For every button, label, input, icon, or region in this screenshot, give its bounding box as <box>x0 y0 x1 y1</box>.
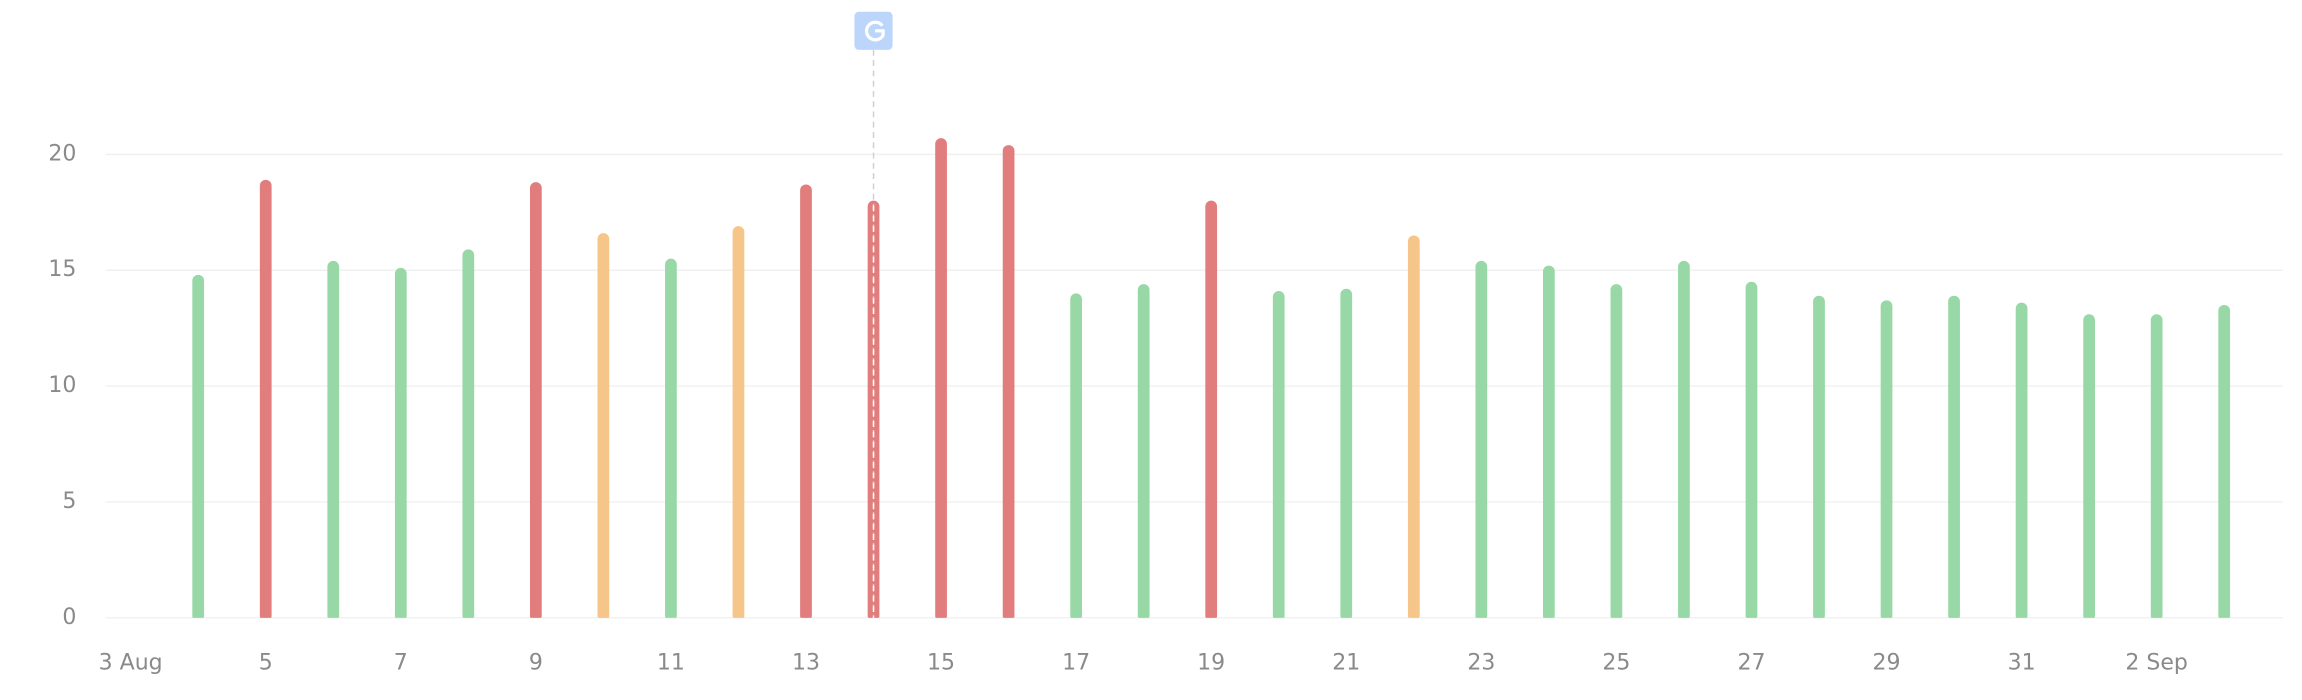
x-tick-label: 19 <box>1197 650 1225 675</box>
x-tick-label: 29 <box>1873 650 1901 675</box>
bar <box>1880 300 1893 618</box>
bar <box>935 138 947 618</box>
labels: 0 5 10 15 20 3 Aug 5 7 9 11 13 15 17 19 21 23 25 27 29 31 2 … <box>48 141 2188 675</box>
y-tick-label: 5 <box>62 489 76 514</box>
bar <box>1272 291 1285 618</box>
bar <box>1813 295 1825 618</box>
bar <box>2015 302 2028 618</box>
bar <box>327 260 340 618</box>
y-tick-label: 15 <box>48 257 76 282</box>
google-glyph <box>864 20 885 42</box>
x-tick-label: 23 <box>1467 650 1495 675</box>
x-tick-label: 5 <box>259 650 273 675</box>
bar <box>529 182 542 618</box>
bar <box>867 200 880 618</box>
bar <box>1205 200 1218 618</box>
bar <box>1137 284 1150 618</box>
y-tick-label: 10 <box>48 373 76 398</box>
bar <box>2150 314 2163 618</box>
bar <box>1745 281 1758 618</box>
bar <box>259 179 272 618</box>
bar <box>732 226 745 618</box>
bar <box>597 233 610 618</box>
bar <box>462 249 475 618</box>
bar <box>2218 304 2231 618</box>
bar <box>1542 265 1555 618</box>
x-tick-label: 11 <box>657 650 685 675</box>
x-tick-label: 25 <box>1602 650 1630 675</box>
x-tick-label: 2 Sep <box>2125 650 2187 675</box>
bar <box>1340 288 1353 618</box>
bar <box>1070 293 1082 618</box>
bar <box>1475 260 1488 618</box>
bar <box>1002 145 1015 618</box>
marker-icon[interactable] <box>854 11 893 50</box>
x-tick-label: 3 Aug <box>99 650 163 675</box>
bar <box>2083 314 2095 618</box>
bars <box>192 138 2231 618</box>
x-tick-label: 15 <box>927 650 955 675</box>
x-tick-label: 21 <box>1332 650 1360 675</box>
x-tick-label: 27 <box>1737 650 1765 675</box>
bar <box>665 258 677 618</box>
x-tick-label: 7 <box>394 650 408 675</box>
bar <box>192 274 205 618</box>
event-marker <box>854 11 893 618</box>
x-tick-label: 9 <box>529 650 543 675</box>
bar <box>394 267 407 618</box>
y-tick-label: 0 <box>62 605 76 630</box>
bar <box>800 184 812 618</box>
bar <box>1678 260 1690 618</box>
bar <box>1407 235 1420 618</box>
bar <box>1948 295 1960 618</box>
y-tick-label: 20 <box>48 141 76 166</box>
bar <box>1610 284 1623 618</box>
x-tick-label: 31 <box>2008 650 2036 675</box>
x-tick-label: 17 <box>1062 650 1090 675</box>
x-tick-label: 13 <box>792 650 820 675</box>
